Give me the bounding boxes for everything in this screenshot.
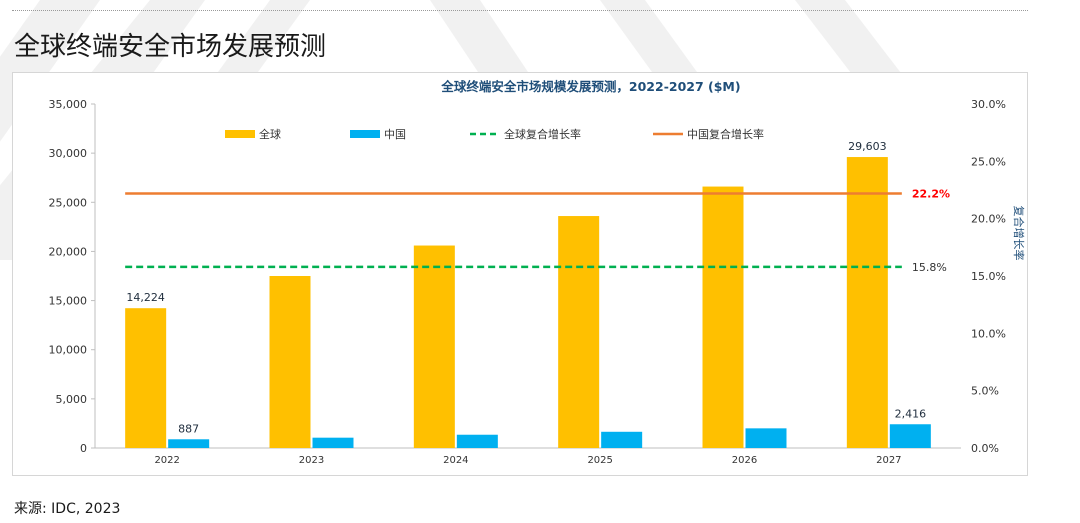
top-divider — [12, 10, 1028, 11]
legend-label-0: 全球 — [259, 127, 281, 141]
data-label: 29,603 — [848, 140, 887, 153]
y2-tick-label: 25.0% — [971, 155, 1006, 168]
bar-global-2026 — [702, 186, 744, 448]
y-tick-label: 30,000 — [49, 147, 88, 160]
chart-title: 全球终端安全市场规模发展预测，2022-2027 ($M) — [440, 79, 740, 94]
legend-label-1: 中国 — [384, 128, 406, 141]
bar-china-2025 — [601, 431, 643, 448]
bar-global-2027 — [846, 157, 888, 448]
bar-china-2023 — [312, 437, 354, 448]
bar-global-2024 — [413, 245, 455, 448]
chart-frame: 全球终端安全市场规模发展预测，2022-2027 ($M) 0 5,000 10,00… — [12, 72, 1028, 476]
x-tick-label: 2026 — [732, 455, 757, 466]
data-label: 14,224 — [126, 291, 165, 304]
bar-china-2024 — [456, 434, 498, 448]
y2-tick-label: 0.0% — [971, 442, 999, 455]
y-tick-label: 20,000 — [49, 245, 88, 258]
global-cagr-label: 15.8% — [912, 261, 947, 274]
y-tick-label: 25,000 — [49, 196, 88, 209]
page-title: 全球终端安全市场发展预测 — [14, 32, 327, 62]
chart: 全球终端安全市场规模发展预测，2022-2027 ($M) 0 5,000 10,00… — [49, 79, 1027, 466]
y-tick-label: 0 — [80, 442, 87, 455]
bar-global-2023 — [269, 276, 311, 448]
y2-tick-label: 20.0% — [971, 213, 1006, 226]
x-tick-label: 2022 — [154, 455, 179, 466]
y2-tick-label: 30.0% — [971, 98, 1006, 111]
y-tick-label: 35,000 — [49, 98, 88, 111]
y2-tick-label: 5.0% — [971, 385, 999, 398]
x-tick-label: 2024 — [443, 455, 468, 466]
y-tick-label: 5,000 — [56, 393, 88, 406]
china-cagr-label: 22.2% — [912, 187, 950, 200]
x-tick-label: 2025 — [587, 455, 612, 466]
x-tick-label: 2027 — [876, 455, 901, 466]
source-note: 来源: IDC, 2023 — [14, 501, 121, 517]
y-tick-label: 15,000 — [49, 295, 88, 308]
data-label: 887 — [178, 422, 199, 435]
legend-swatch-0 — [225, 130, 255, 138]
bar-china-2026 — [745, 428, 787, 448]
legend-label-3: 中国复合增长率 — [687, 127, 764, 141]
bar-global-2022 — [125, 308, 167, 448]
legend-swatch-1 — [350, 130, 380, 138]
data-label: 2,416 — [895, 407, 927, 420]
x-tick-label: 2023 — [299, 455, 324, 466]
y2-tick-label: 10.0% — [971, 327, 1006, 340]
legend-label-2: 全球复合增长率 — [504, 127, 581, 141]
y2-axis-label: 复合增长率 — [1012, 206, 1026, 261]
bar-global-2025 — [558, 216, 600, 448]
bar-china-2027 — [889, 424, 931, 448]
y2-tick-label: 15.0% — [971, 270, 1006, 283]
y-tick-label: 10,000 — [49, 344, 88, 357]
bar-china-2022 — [168, 439, 210, 448]
